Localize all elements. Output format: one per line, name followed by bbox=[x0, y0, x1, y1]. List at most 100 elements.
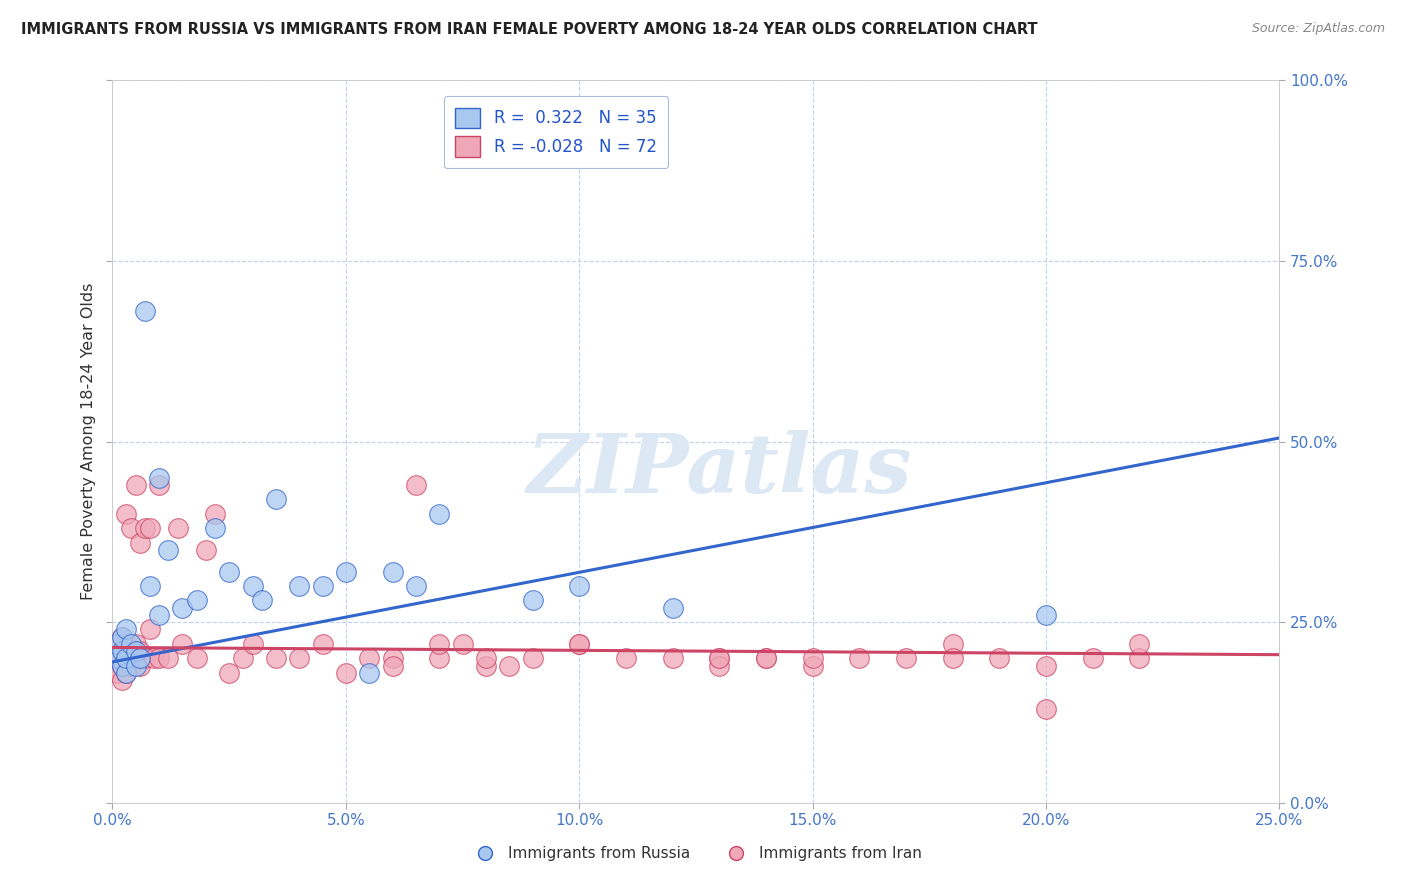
Point bbox=[115, 665, 138, 680]
Point bbox=[288, 651, 311, 665]
Point bbox=[614, 651, 637, 665]
Point bbox=[218, 665, 240, 680]
Point bbox=[709, 658, 731, 673]
Point bbox=[801, 658, 824, 673]
Point bbox=[143, 651, 166, 665]
Point bbox=[129, 651, 152, 665]
Point bbox=[311, 579, 333, 593]
Point bbox=[335, 665, 357, 680]
Point bbox=[120, 521, 142, 535]
Point bbox=[427, 637, 450, 651]
Point bbox=[105, 651, 128, 665]
Point bbox=[568, 579, 591, 593]
Point bbox=[204, 507, 226, 521]
Point bbox=[139, 623, 162, 637]
Point bbox=[942, 637, 965, 651]
Point bbox=[988, 651, 1011, 665]
Point bbox=[1035, 607, 1057, 622]
Point bbox=[105, 651, 128, 665]
Point bbox=[427, 651, 450, 665]
Point bbox=[111, 658, 134, 673]
Point bbox=[115, 637, 138, 651]
Point bbox=[1128, 637, 1150, 651]
Point bbox=[115, 651, 138, 665]
Y-axis label: Female Poverty Among 18-24 Year Olds: Female Poverty Among 18-24 Year Olds bbox=[80, 283, 96, 600]
Point bbox=[125, 658, 148, 673]
Point bbox=[115, 665, 138, 680]
Point bbox=[115, 651, 138, 665]
Point bbox=[172, 637, 194, 651]
Legend: Immigrants from Russia, Immigrants from Iran: Immigrants from Russia, Immigrants from … bbox=[464, 840, 928, 867]
Point bbox=[125, 478, 148, 492]
Point bbox=[405, 579, 427, 593]
Point bbox=[311, 637, 333, 651]
Point bbox=[194, 542, 217, 557]
Text: Source: ZipAtlas.com: Source: ZipAtlas.com bbox=[1251, 22, 1385, 36]
Point bbox=[166, 521, 188, 535]
Point bbox=[134, 304, 156, 318]
Point bbox=[139, 521, 162, 535]
Point bbox=[111, 673, 134, 687]
Point bbox=[115, 507, 138, 521]
Point bbox=[475, 651, 498, 665]
Point bbox=[335, 565, 357, 579]
Point bbox=[405, 478, 427, 492]
Point bbox=[111, 630, 134, 644]
Point bbox=[129, 535, 152, 549]
Point bbox=[125, 637, 148, 651]
Point bbox=[264, 651, 287, 665]
Point bbox=[522, 593, 544, 607]
Point bbox=[148, 478, 170, 492]
Point bbox=[111, 658, 134, 673]
Point bbox=[288, 579, 311, 593]
Point bbox=[709, 651, 731, 665]
Point bbox=[157, 542, 180, 557]
Point bbox=[1035, 702, 1057, 716]
Point bbox=[359, 665, 381, 680]
Point bbox=[129, 644, 152, 658]
Point bbox=[381, 651, 404, 665]
Point bbox=[120, 637, 142, 651]
Point bbox=[105, 637, 128, 651]
Point bbox=[139, 579, 162, 593]
Point bbox=[522, 651, 544, 665]
Point bbox=[264, 492, 287, 507]
Point bbox=[755, 651, 778, 665]
Point bbox=[568, 637, 591, 651]
Point bbox=[148, 470, 170, 484]
Point bbox=[427, 507, 450, 521]
Point bbox=[134, 521, 156, 535]
Point bbox=[942, 651, 965, 665]
Point bbox=[148, 651, 170, 665]
Point bbox=[134, 651, 156, 665]
Point bbox=[498, 658, 520, 673]
Point bbox=[111, 630, 134, 644]
Point bbox=[129, 658, 152, 673]
Text: ZIPatlas: ZIPatlas bbox=[527, 431, 912, 510]
Text: IMMIGRANTS FROM RUSSIA VS IMMIGRANTS FROM IRAN FEMALE POVERTY AMONG 18-24 YEAR O: IMMIGRANTS FROM RUSSIA VS IMMIGRANTS FRO… bbox=[21, 22, 1038, 37]
Point bbox=[451, 637, 474, 651]
Point bbox=[186, 593, 208, 607]
Point bbox=[661, 651, 683, 665]
Point bbox=[125, 644, 148, 658]
Point bbox=[1035, 658, 1057, 673]
Point bbox=[105, 637, 128, 651]
Point bbox=[381, 565, 404, 579]
Point bbox=[157, 651, 180, 665]
Point bbox=[120, 658, 142, 673]
Point bbox=[755, 651, 778, 665]
Point bbox=[111, 644, 134, 658]
Point bbox=[218, 565, 240, 579]
Point bbox=[148, 607, 170, 622]
Point bbox=[568, 637, 591, 651]
Point bbox=[105, 665, 128, 680]
Point bbox=[186, 651, 208, 665]
Point bbox=[1081, 651, 1104, 665]
Point bbox=[709, 651, 731, 665]
Point bbox=[120, 644, 142, 658]
Point bbox=[848, 651, 870, 665]
Point bbox=[232, 651, 254, 665]
Point bbox=[359, 651, 381, 665]
Point bbox=[172, 600, 194, 615]
Point bbox=[381, 658, 404, 673]
